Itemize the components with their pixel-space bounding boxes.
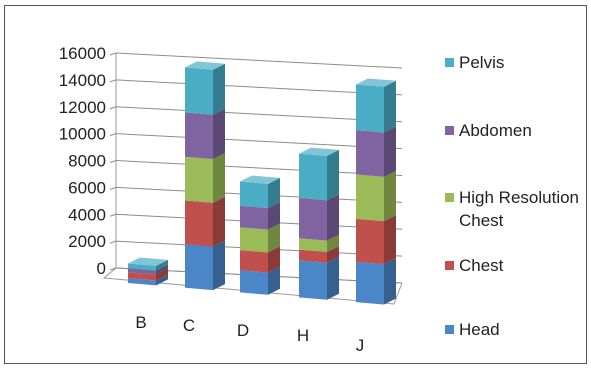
bar-segment	[356, 126, 396, 177]
legend-label: Abdomen	[459, 121, 532, 140]
bar-segment	[185, 108, 225, 160]
legend-swatch	[445, 325, 454, 334]
bar-top-cap	[128, 257, 168, 266]
gridline	[115, 160, 403, 176]
y-tick-label: 16000	[59, 44, 106, 63]
x-category-label: C	[183, 316, 195, 335]
bar-segment	[356, 170, 396, 222]
y-tick-mark	[109, 240, 117, 244]
gridline	[115, 52, 403, 69]
y-tick-mark	[109, 267, 117, 271]
x-category-label: H	[297, 326, 309, 345]
legend-label: Pelvis	[459, 53, 504, 72]
y-tick-mark	[109, 213, 117, 217]
gridline	[115, 106, 403, 123]
x-category-label: B	[135, 313, 146, 332]
bar-segment	[240, 246, 280, 273]
y-tick-label: 6000	[68, 178, 106, 197]
bar-segment	[128, 268, 168, 281]
bar-segment	[185, 63, 225, 115]
bar-segment	[185, 153, 225, 203]
bar-segment	[240, 266, 280, 295]
bar-segment	[240, 223, 280, 253]
chart-frame	[4, 5, 587, 364]
bar-segment	[185, 240, 225, 291]
y-tick-mark	[109, 160, 117, 163]
bar-segment	[356, 80, 396, 133]
y-tick-label: 4000	[68, 205, 106, 224]
bars	[128, 61, 396, 305]
legend-swatch	[445, 58, 454, 67]
y-tick-mark	[109, 106, 117, 110]
x-axis-categories: B C D H J	[135, 313, 364, 355]
bar-segment	[299, 234, 339, 253]
legend-swatch	[445, 261, 454, 270]
bar-segment	[128, 264, 168, 275]
y-tick-mark	[109, 79, 117, 83]
y-tick-mark	[109, 133, 117, 137]
y-tick-label: 12000	[59, 98, 106, 117]
bar-segment	[356, 215, 396, 265]
bar-segment	[299, 149, 339, 201]
bar-segment	[185, 196, 225, 247]
bar-top-cap	[240, 175, 280, 184]
y-tick-label: 14000	[59, 71, 106, 90]
y-tick-mark	[109, 186, 117, 190]
bar-segment	[240, 177, 280, 209]
bar-segment	[128, 259, 168, 271]
bar-segment	[128, 274, 168, 286]
bar-segment	[240, 202, 280, 230]
legend-swatch	[445, 193, 454, 202]
y-tick-label: 2000	[68, 232, 106, 251]
legend-label: High Resolution Chest	[459, 188, 579, 230]
y-tick-label: 0	[97, 259, 106, 278]
legend-item: Head	[445, 320, 500, 339]
y-tick-label: 10000	[59, 125, 106, 144]
legend-item: Chest	[445, 256, 504, 275]
y-tick-mark	[109, 52, 117, 56]
gridline	[115, 133, 403, 150]
bar-top-cap	[185, 61, 225, 70]
x-category-label: J	[356, 336, 365, 355]
bar-segment	[299, 246, 339, 263]
bar-top-cap	[356, 78, 396, 87]
x-category-label: D	[237, 321, 249, 340]
legend-label: Head	[459, 320, 500, 339]
bar-segment	[356, 258, 396, 305]
legend-item: High Resolution Chest	[445, 188, 579, 230]
y-axis-ticks: 0 2000 4000 6000 8000 10000 12000 14000 16000	[59, 44, 106, 278]
bar-segment	[299, 194, 339, 241]
legend-label: Chest	[459, 256, 504, 275]
gridline	[115, 79, 403, 96]
legend-item: Abdomen	[445, 121, 532, 140]
bar-top-cap	[299, 147, 339, 156]
y-tick-label: 8000	[68, 152, 106, 171]
bar-segment	[299, 256, 339, 300]
legend: Pelvis Abdomen High Resolution Chest Chest He…	[445, 53, 579, 339]
legend-swatch	[445, 126, 454, 135]
legend-item: Pelvis	[445, 53, 504, 72]
